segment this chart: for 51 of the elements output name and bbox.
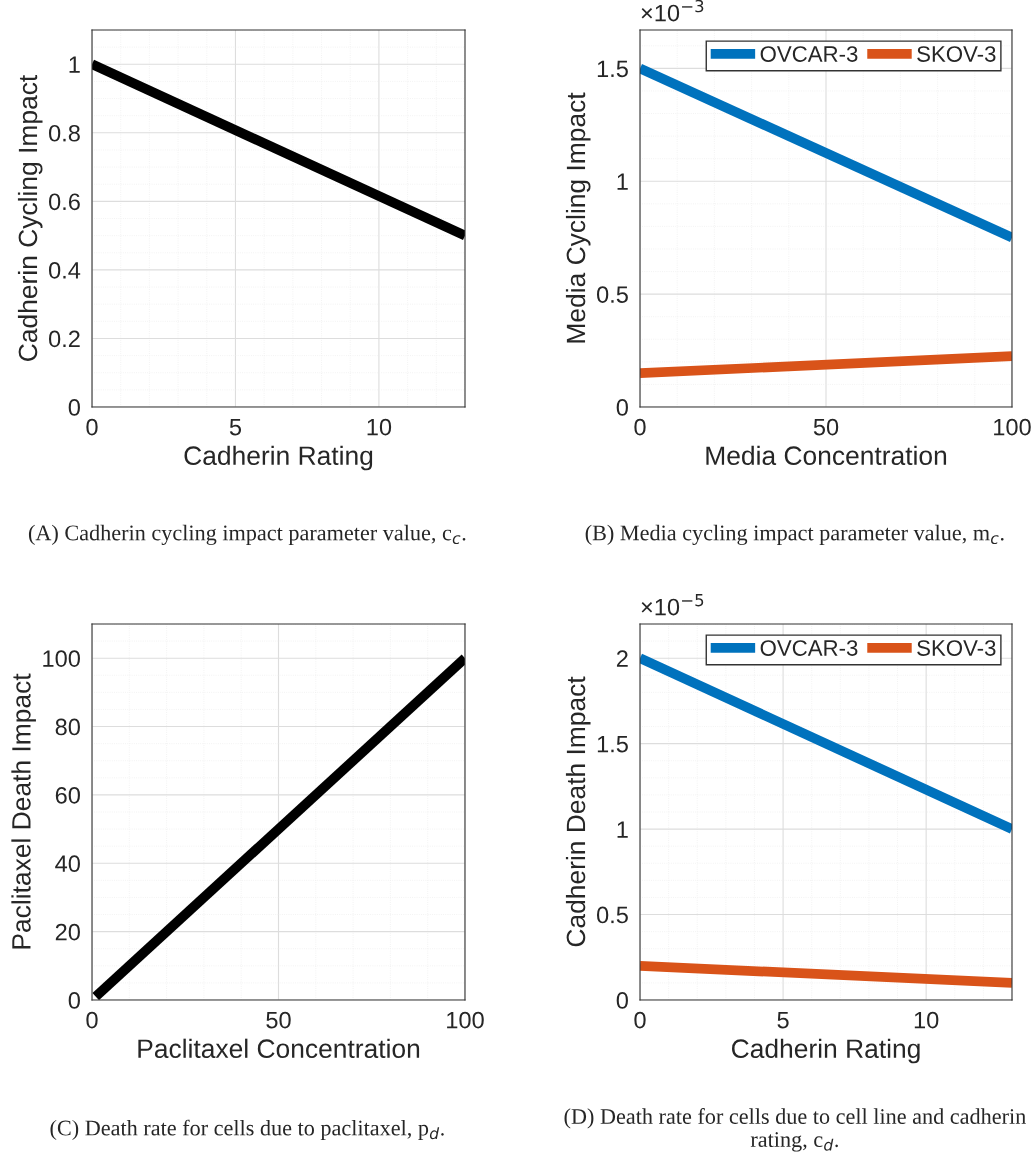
y-tick-label: 2 — [616, 650, 628, 667]
legend-label: OVCAR-3 — [760, 640, 858, 656]
text: ×10$^{−3}$ — [641, 0, 704, 22]
y-tick-label: 80 — [55, 718, 80, 736]
y-tick-label: 0.8 — [48, 124, 80, 142]
x-axis-title: Cadherin Rating — [184, 445, 373, 471]
y-axis-title: Cadherin Death Impact — [565, 676, 591, 947]
y-tick-label: 1.5 — [597, 60, 628, 78]
y-tick-label: 1.5 — [597, 735, 628, 753]
y-tick-label: 40 — [55, 855, 80, 873]
x-axis-title: Media Concentration — [706, 445, 947, 466]
y-axis-title: Media Cycling Impact — [565, 92, 591, 343]
x-tick-label: 10 — [367, 418, 392, 436]
y-tick-label: 0 — [68, 992, 80, 1009]
y-tick-label: 60 — [55, 786, 80, 804]
y-tick-label: 0.4 — [48, 261, 81, 279]
x-tick-label: 0 — [86, 418, 98, 436]
y-tick-label: 0 — [616, 992, 628, 1009]
y-axis-title: Paclitaxel Death Impact — [11, 673, 36, 949]
y-tick-label: 0.5 — [596, 906, 628, 924]
text: (D) Death rate for cells due to cell line and cadherin rating, c$_{d}$. — [564, 1108, 1026, 1152]
x-tick-label: 0 — [86, 1011, 98, 1029]
x-tick-label: 0 — [634, 418, 646, 436]
legend-label: SKOV-3 — [917, 640, 996, 656]
y-tick-label: 1 — [617, 821, 628, 838]
y-tick-label: 0 — [68, 399, 80, 416]
y-tick-label: 0.6 — [48, 193, 80, 211]
x-tick-label: 100 — [994, 418, 1031, 436]
text: (B) Media cycling impact parameter value, m$_{c}$. — [585, 524, 1004, 545]
text: ×10$^{−5}$ — [641, 594, 704, 616]
y-axis-title: Cadherin Cycling Impact — [17, 74, 43, 361]
x-axis-title: Paclitaxel Concentration — [138, 1038, 420, 1059]
y-tick-label: 20 — [55, 923, 80, 941]
legend-label: SKOV-3 — [917, 46, 996, 62]
x-tick-label: 0 — [634, 1011, 646, 1029]
x-tick-label: 50 — [266, 1011, 291, 1029]
legend-label: OVCAR-3 — [760, 46, 858, 62]
text: (A) Cadherin cycling impact parameter value, c$_{c}$. — [28, 524, 466, 545]
y-tick-label: 0 — [616, 399, 628, 416]
x-axis-title: Cadherin Rating — [732, 1038, 920, 1064]
y-tick-label: 1 — [69, 56, 80, 73]
y-tick-label: 0.2 — [48, 330, 80, 348]
y-tick-label: 1 — [617, 173, 628, 190]
x-tick-label: 10 — [914, 1011, 939, 1029]
x-tick-label: 5 — [229, 418, 242, 436]
y-tick-label: 100 — [43, 650, 80, 667]
x-tick-label: 50 — [813, 418, 839, 436]
y-tick-label: 0.5 — [596, 286, 628, 303]
x-tick-label: 5 — [777, 1011, 789, 1029]
text: (C) Death rate for cells due to paclitaxel, p$_{d}$. — [50, 1119, 444, 1141]
x-tick-label: 100 — [447, 1011, 484, 1029]
